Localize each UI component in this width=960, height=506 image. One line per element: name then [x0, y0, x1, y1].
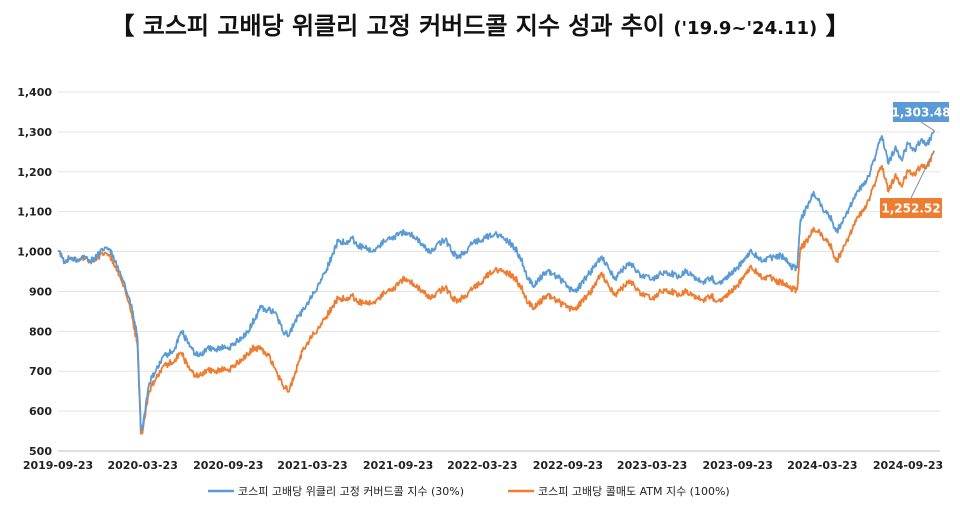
label-leader — [920, 121, 935, 131]
series-line — [57, 130, 935, 431]
y-tick-label: 1,300 — [17, 126, 52, 139]
y-tick-label: 700 — [29, 365, 52, 378]
chart-title-end: 】 — [825, 12, 850, 40]
x-tick-label: 2019-09-23 — [23, 459, 93, 472]
chart-title: 【 코스피 고배당 위클리 고정 커버드콜 지수 성과 추이 ('19.9~'2… — [0, 6, 960, 41]
y-tick-label: 1,100 — [17, 206, 52, 219]
x-tick-label: 2020-03-23 — [107, 459, 177, 472]
chart-title-period: ('19.9~'24.11) — [673, 18, 818, 39]
series-lines — [57, 130, 935, 435]
legend: 코스피 고배당 위클리 고정 커버드콜 지수 (30%) 코스피 고배당 콜매도 … — [208, 485, 730, 498]
x-tick-label: 2020-09-23 — [193, 459, 263, 472]
chart-title-main: 【 코스피 고배당 위클리 고정 커버드콜 지수 성과 추이 — [110, 12, 665, 40]
y-tick-label: 1,000 — [17, 246, 52, 259]
x-axis-ticks: 2019-09-23 2020-03-23 2020-09-23 2021-03-23… — [23, 459, 943, 472]
x-tick-label: 2021-03-23 — [277, 459, 347, 472]
label-leader — [910, 150, 935, 199]
y-tick-label: 900 — [29, 285, 52, 298]
legend-label: 코스피 고배당 콜매도 ATM 지수 (100%) — [538, 485, 730, 498]
y-axis-ticks: 500 600 700 800 900 1,000 1,100 1,200 1,300 1,400 — [17, 86, 52, 458]
x-tick-label: 2024-03-23 — [787, 459, 857, 472]
y-tick-label: 600 — [29, 405, 52, 418]
end-label-box — [880, 198, 942, 218]
series-line — [57, 150, 935, 435]
end-label-value: 1,252.52 — [881, 202, 940, 216]
legend-label: 코스피 고배당 위클리 고정 커버드콜 지수 (30%) — [238, 485, 464, 498]
x-tick-label: 2021-09-23 — [363, 459, 433, 472]
end-labels: 1,303.48 1,252.52 — [880, 102, 951, 218]
y-tick-label: 1,400 — [17, 86, 52, 99]
x-tick-label: 2022-03-23 — [447, 459, 517, 472]
y-tick-label: 1,200 — [17, 166, 52, 179]
end-label-box — [893, 102, 949, 122]
x-tick-label: 2023-03-23 — [617, 459, 687, 472]
x-tick-label: 2022-09-23 — [533, 459, 603, 472]
end-label-value: 1,303.48 — [891, 106, 950, 120]
y-tick-label: 500 — [29, 445, 52, 458]
x-tick-label: 2024-09-23 — [873, 459, 943, 472]
y-tick-label: 800 — [29, 325, 52, 338]
x-tick-label: 2023-09-23 — [703, 459, 773, 472]
